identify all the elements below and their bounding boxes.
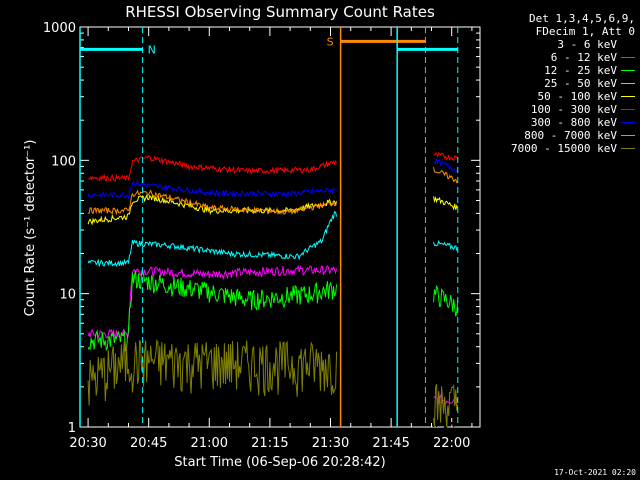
x-tick-label: 21:00 bbox=[191, 436, 228, 451]
legend-label: 12 - 25 keV bbox=[544, 64, 617, 77]
series-3to6keV-line bbox=[87, 320, 338, 405]
legend-entry: 6 - 12 keV bbox=[480, 51, 635, 64]
series-50to100keV-line bbox=[87, 194, 338, 226]
y-tick-label: 1000 bbox=[43, 21, 76, 36]
x-tick-label: 20:30 bbox=[69, 436, 106, 451]
series-12to25keV-line bbox=[87, 270, 338, 352]
legend-entry: 12 - 25 keV bbox=[480, 64, 635, 77]
flag-label: N bbox=[148, 43, 156, 56]
series-6to12keV-line bbox=[433, 393, 459, 406]
legend-label: 25 - 50 keV bbox=[544, 77, 617, 90]
series-800to7000keV-line bbox=[433, 167, 459, 184]
legend-label: 6 - 12 keV bbox=[550, 51, 617, 64]
plot-frame bbox=[79, 26, 481, 428]
series-7000to15000keV-line bbox=[433, 383, 459, 428]
series-25to50keV-line bbox=[87, 210, 338, 268]
flag-label: S bbox=[327, 35, 334, 48]
y-tick-label: 100 bbox=[51, 154, 76, 169]
x-tick-label: 22:00 bbox=[433, 436, 470, 451]
legend-swatch bbox=[621, 57, 635, 58]
legend-swatch bbox=[621, 70, 635, 71]
legend-label: 100 - 300 keV bbox=[530, 103, 617, 116]
x-tick-label: 21:15 bbox=[251, 436, 288, 451]
legend-label: 3 - 6 keV bbox=[557, 38, 617, 51]
legend-entry: 300 - 800 keV bbox=[480, 116, 635, 129]
series-6to12keV-line bbox=[87, 264, 338, 340]
series-300to800keV-line bbox=[433, 158, 459, 174]
legend: Det 1,3,4,5,6,9, FDecim 1, Att 0 3 - 6 k… bbox=[480, 12, 636, 155]
x-tick-label: 20:45 bbox=[130, 436, 167, 451]
legend-swatch bbox=[620, 43, 636, 46]
legend-label: 50 - 100 keV bbox=[537, 90, 617, 103]
legend-swatch bbox=[621, 109, 635, 110]
series-12to25keV-line bbox=[433, 284, 459, 317]
y-axis-label: Count Rate (s⁻¹ detector⁻¹) bbox=[23, 140, 38, 317]
series-7000to15000keV-line bbox=[87, 338, 338, 406]
legend-header-detectors: Det 1,3,4,5,6,9, bbox=[529, 12, 635, 25]
legend-swatch bbox=[621, 135, 635, 136]
series-100to300keV-line bbox=[433, 152, 459, 162]
series-50to100keV-line bbox=[433, 195, 459, 211]
chart-title: RHESSI Observing Summary Count Rates bbox=[125, 3, 435, 21]
legend-entry: 800 - 7000 keV bbox=[480, 129, 635, 142]
legend-entry: 7000 - 15000 keV bbox=[480, 142, 635, 155]
series-25to50keV-line bbox=[433, 239, 459, 252]
legend-swatch bbox=[621, 83, 635, 84]
x-axis-label: Start Time (06-Sep-06 20:28:42) bbox=[174, 455, 385, 470]
legend-header-attenuator: FDecim 1, Att 0 bbox=[535, 25, 635, 38]
x-tick-label: 21:45 bbox=[372, 436, 409, 451]
y-tick-label: 10 bbox=[59, 288, 76, 303]
legend-label: 300 - 800 keV bbox=[530, 116, 617, 129]
legend-entry: 100 - 300 keV bbox=[480, 103, 635, 116]
legend-swatch bbox=[621, 122, 635, 123]
legend-label: 800 - 7000 keV bbox=[524, 129, 617, 142]
x-tick-label: 21:30 bbox=[312, 436, 349, 451]
series-800to7000keV-line bbox=[88, 189, 337, 216]
legend-swatch bbox=[621, 148, 635, 149]
plot-area: 1 10 100 1000 20:30 20:45 21:00 21:15 21:30 21:45… bbox=[43, 21, 481, 451]
series-300to800keV-line bbox=[87, 179, 337, 200]
legend-entry: 25 - 50 keV bbox=[480, 77, 635, 90]
legend-entry: 3 - 6 keV bbox=[480, 38, 636, 51]
legend-swatch bbox=[621, 96, 635, 97]
legend-label: 7000 - 15000 keV bbox=[511, 142, 617, 155]
series-100to300keV-line bbox=[87, 155, 338, 182]
timestamp: 17-Oct-2021 02:20 bbox=[554, 468, 636, 477]
legend-entry: 50 - 100 keV bbox=[480, 90, 635, 103]
y-tick-label: 1 bbox=[68, 421, 76, 436]
